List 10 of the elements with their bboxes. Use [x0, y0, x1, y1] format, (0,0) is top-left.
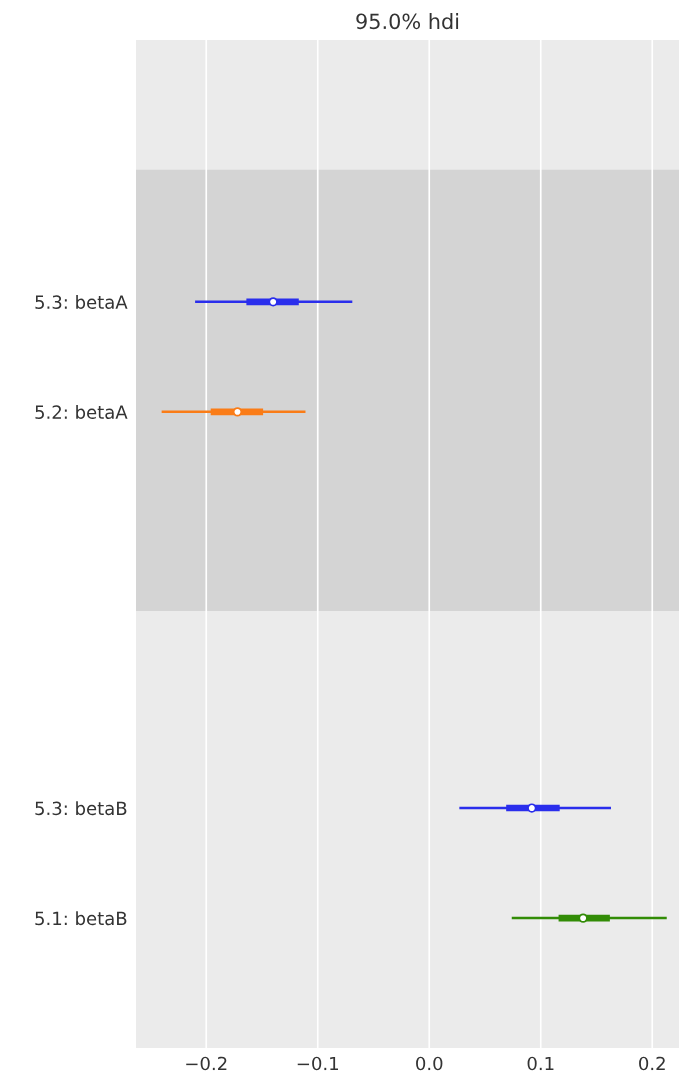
y-tick-label: 5.3: betaA — [35, 294, 128, 309]
x-tick-label: −0.2 — [186, 1056, 227, 1071]
y-tick-label: 5.3: betaB — [35, 801, 127, 816]
x-tick-label: 0.0 — [416, 1056, 443, 1071]
x-tick-label: 0.2 — [639, 1056, 665, 1071]
y-tick-label: 5.1: betaB — [35, 911, 127, 926]
x-tick-label: 0.1 — [527, 1056, 554, 1071]
chart-title: 95.0% hdi — [356, 13, 459, 30]
y-tick-label: 5.2: betaA — [35, 405, 128, 419]
x-tick-label: −0.1 — [297, 1056, 338, 1071]
